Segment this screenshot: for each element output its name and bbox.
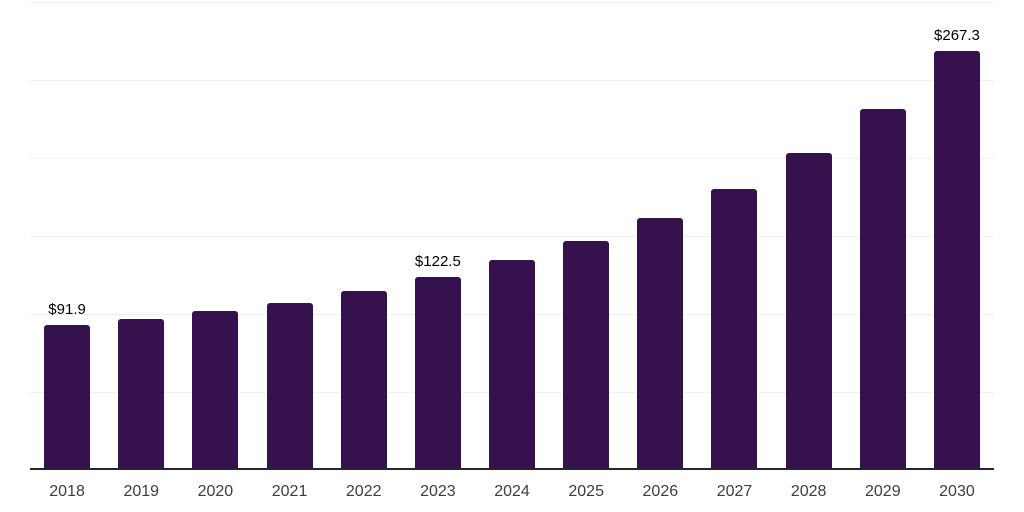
bar-slot-2018: $91.9	[30, 2, 104, 468]
bar-slot-2030: $267.3	[920, 2, 994, 468]
bar-slot-2025	[549, 2, 623, 468]
x-tick-label-2030: 2030	[939, 483, 975, 500]
bar-2018	[44, 324, 91, 468]
x-tick-label-2019: 2019	[123, 483, 160, 500]
bar-2019	[118, 319, 165, 468]
x-tick-label-2023: 2023	[420, 483, 456, 500]
bar-slot-2027	[697, 2, 771, 468]
x-tick-label-2027: 2027	[716, 483, 753, 500]
gridline-300	[30, 2, 994, 3]
gridline-250	[30, 80, 994, 81]
x-axis-labels: 2018 2019 2020 2021 2022 2023 2024 2025 2026 2027…	[30, 470, 994, 501]
value-label-2023: $122.5	[414, 252, 461, 270]
bar-2025	[563, 241, 610, 468]
bar-2023	[414, 276, 461, 468]
value-label-2018: $91.9	[48, 300, 86, 318]
bar-slot-2020	[178, 2, 252, 468]
x-tick-label-2018: 2018	[49, 483, 85, 500]
bar-slot-2028	[772, 2, 846, 468]
plot-area: $91.9 $122.5 $267.3	[30, 0, 994, 470]
bar-slot-2024	[475, 2, 549, 468]
bar-slot-2023: $122.5	[401, 2, 475, 468]
bar-2030	[933, 51, 980, 468]
bar-slot-2022	[327, 2, 401, 468]
bar-slot-2021	[252, 2, 326, 468]
bar-2029	[859, 108, 906, 468]
bar-slot-2029	[846, 2, 920, 468]
bar-2024	[489, 260, 536, 468]
bar-2028	[785, 153, 832, 468]
x-tick-label-2020: 2020	[197, 483, 234, 500]
x-tick-label-2025: 2025	[568, 483, 604, 500]
bars-container: $91.9 $122.5 $267.3	[30, 2, 994, 468]
bar-2027	[711, 189, 758, 468]
value-label-2030: $267.3	[934, 27, 980, 44]
bar-2020	[192, 311, 239, 468]
bar-slot-2019	[104, 2, 178, 468]
bar-2022	[340, 290, 387, 468]
x-tick-label-2022: 2022	[345, 483, 382, 500]
gridline-150	[30, 236, 994, 237]
x-tick-label-2028: 2028	[790, 483, 827, 500]
x-tick-label-2026: 2026	[642, 483, 679, 500]
bar-2021	[266, 302, 313, 468]
x-axis-line	[30, 468, 994, 470]
x-tick-label-2029: 2029	[865, 483, 901, 500]
x-tick-label-2021: 2021	[271, 483, 308, 500]
bar-2026	[637, 217, 684, 468]
gridline-200	[30, 158, 994, 159]
bar-slot-2026	[623, 2, 697, 468]
x-tick-label-2024: 2024	[494, 483, 530, 500]
